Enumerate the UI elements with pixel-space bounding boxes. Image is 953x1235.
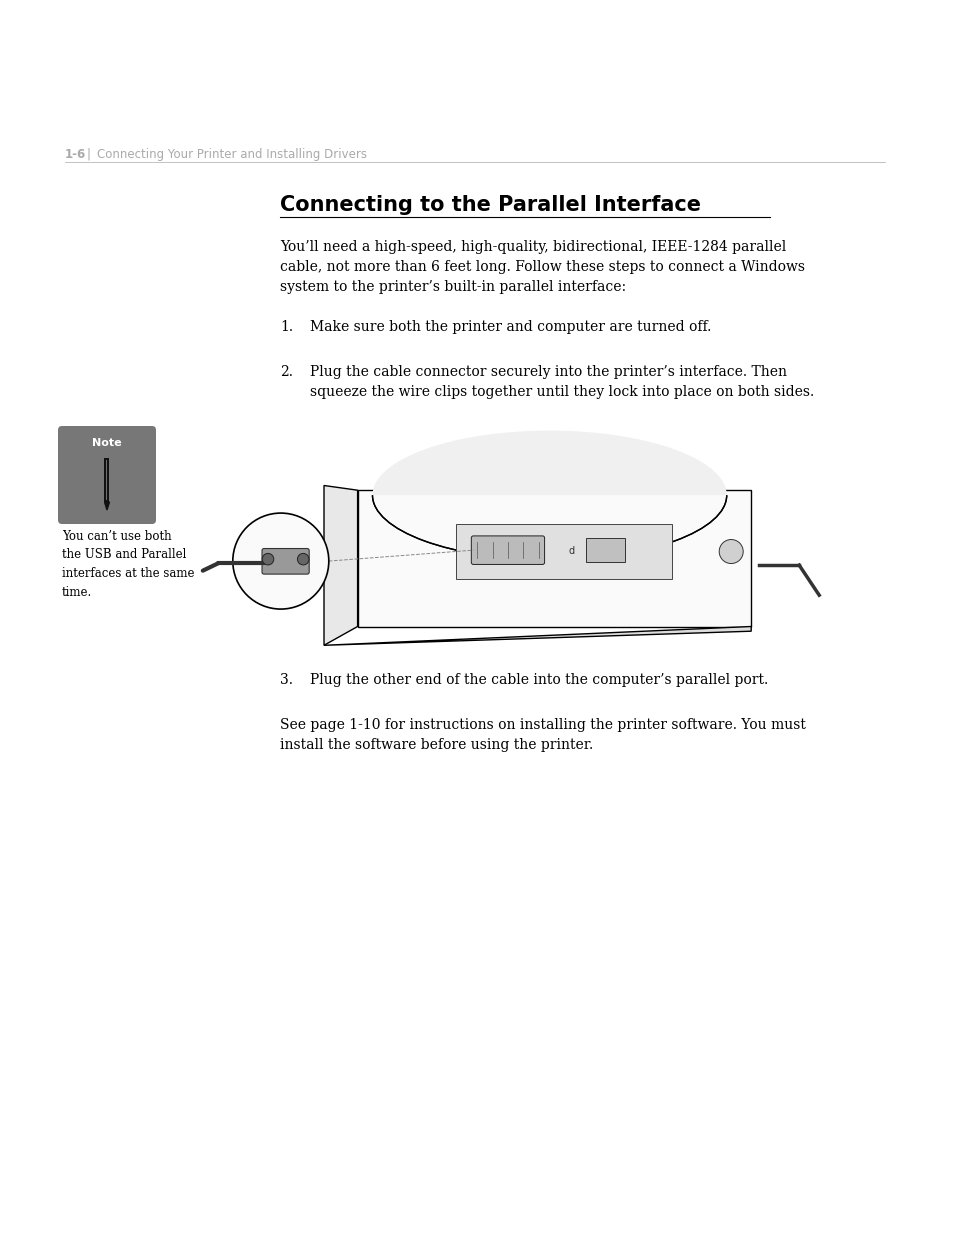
Text: 1-6: 1-6: [65, 148, 86, 161]
Text: |: |: [87, 148, 91, 161]
Polygon shape: [324, 485, 357, 646]
Polygon shape: [324, 626, 750, 646]
Bar: [105, 458, 110, 501]
Text: You can’t use both
the USB and Parallel
interfaces at the same
time.: You can’t use both the USB and Parallel …: [62, 530, 194, 599]
PathPatch shape: [372, 431, 726, 495]
Text: Plug the other end of the cable into the computer’s parallel port.: Plug the other end of the cable into the…: [310, 673, 767, 687]
Circle shape: [233, 513, 329, 609]
Bar: [456, 525, 672, 579]
Text: 1.: 1.: [280, 320, 293, 333]
Text: 3.: 3.: [280, 673, 293, 687]
Text: Connecting to the Parallel Interface: Connecting to the Parallel Interface: [280, 195, 700, 215]
FancyBboxPatch shape: [471, 536, 544, 564]
Circle shape: [297, 553, 309, 564]
Text: See page 1-10 for instructions on installing the printer software. You must
inst: See page 1-10 for instructions on instal…: [280, 718, 805, 752]
Bar: [585, 538, 624, 562]
Bar: [106, 459, 108, 500]
Bar: [357, 490, 750, 626]
Text: You’ll need a high-speed, high-quality, bidirectional, IEEE-1284 parallel
cable,: You’ll need a high-speed, high-quality, …: [280, 240, 804, 294]
Text: Note: Note: [92, 438, 122, 448]
Text: 2.: 2.: [280, 366, 293, 379]
Polygon shape: [105, 501, 110, 510]
Text: Make sure both the printer and computer are turned off.: Make sure both the printer and computer …: [310, 320, 711, 333]
Text: Connecting Your Printer and Installing Drivers: Connecting Your Printer and Installing D…: [97, 148, 367, 161]
FancyBboxPatch shape: [262, 548, 309, 574]
Text: d: d: [568, 546, 574, 556]
FancyBboxPatch shape: [58, 426, 156, 524]
Circle shape: [719, 540, 742, 563]
Text: Plug the cable connector securely into the printer’s interface. Then
squeeze the: Plug the cable connector securely into t…: [310, 366, 814, 399]
Circle shape: [262, 553, 274, 564]
